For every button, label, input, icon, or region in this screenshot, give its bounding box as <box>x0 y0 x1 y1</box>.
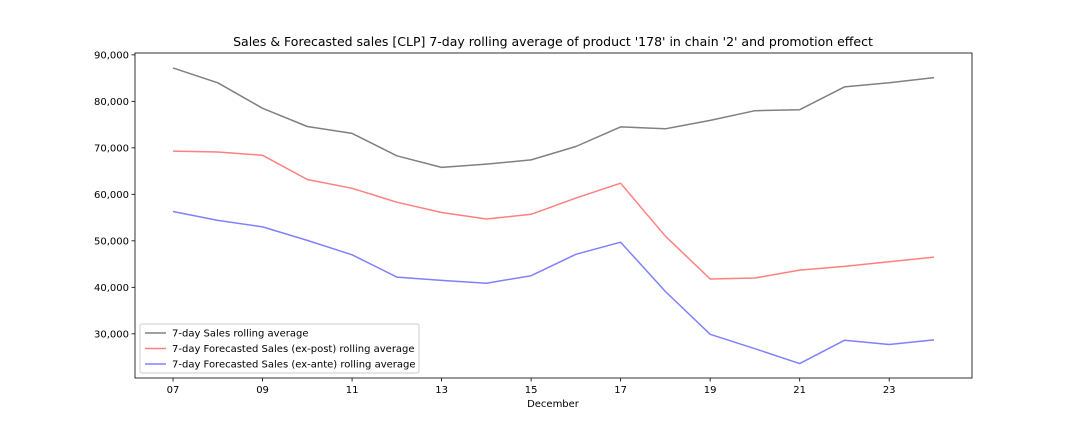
series-line-1 <box>172 67 935 169</box>
legend-box <box>139 323 420 374</box>
x-tick-label: 13 <box>435 385 448 396</box>
legend-label: 7-day Forecasted Sales (ex-ante) rolling… <box>172 360 416 371</box>
legend-label: 7-day Sales rolling average <box>172 329 308 340</box>
x-axis-label: December <box>527 399 580 410</box>
x-tick-label: 21 <box>793 385 806 396</box>
y-tick-label: 30,000 <box>94 329 129 340</box>
series-line-3 <box>172 210 935 365</box>
x-tick-label: 11 <box>346 385 359 396</box>
legend-label: 7-day Forecasted Sales (ex-post) rolling… <box>172 344 415 355</box>
x-tick-label: 19 <box>704 385 717 396</box>
x-tick-label: 17 <box>614 385 627 396</box>
y-tick-label: 60,000 <box>94 190 129 201</box>
x-tick-label: 09 <box>256 385 269 396</box>
x-tick-label: 23 <box>883 385 896 396</box>
chart-title: Sales & Forecasted sales [CLP] 7-day rol… <box>233 34 873 49</box>
legend: 7-day Sales rolling average 7-day Forecas… <box>139 323 420 374</box>
y-tick-label: 50,000 <box>94 236 129 247</box>
plot-frame <box>134 52 973 379</box>
x-tick-label: 07 <box>167 385 180 396</box>
y-tick-label: 40,000 <box>94 283 129 294</box>
y-tick-label: 70,000 <box>94 143 129 154</box>
series-lines <box>172 67 935 365</box>
y-tick-label: 90,000 <box>94 50 129 61</box>
y-tick-label: 80,000 <box>94 97 129 108</box>
series-line-2 <box>172 150 935 280</box>
y-axis: 30,000 40,000 50,000 60,000 70,000 80,000 90,0… <box>94 50 135 340</box>
x-tick-label: 15 <box>525 385 538 396</box>
x-axis: 07 09 11 13 15 17 19 21 23 <box>167 378 896 396</box>
